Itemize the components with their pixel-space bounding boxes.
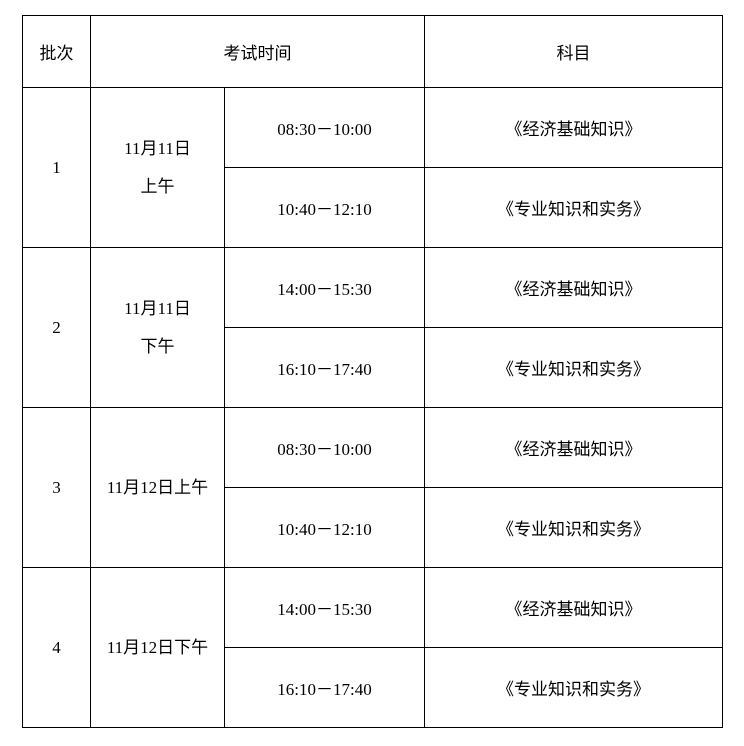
header-exam-time: 考试时间: [91, 16, 425, 88]
session-line2: 下午: [91, 328, 224, 365]
table-row: 2 11月11日 下午 14:00－15:30 《经济基础知识》: [23, 248, 723, 328]
table-row: 3 11月12日上午 08:30－10:00 《经济基础知识》: [23, 408, 723, 488]
session-line1: 11月12日下午: [91, 629, 224, 666]
session-line1: 11月12日上午: [91, 469, 224, 506]
cell-time: 14:00－15:30: [225, 248, 425, 328]
cell-subject: 《经济基础知识》: [425, 88, 723, 168]
cell-time: 08:30－10:00: [225, 88, 425, 168]
table-row: 1 11月11日 上午 08:30－10:00 《经济基础知识》: [23, 88, 723, 168]
cell-subject: 《经济基础知识》: [425, 408, 723, 488]
cell-subject: 《专业知识和实务》: [425, 648, 723, 728]
header-subject: 科目: [425, 16, 723, 88]
exam-schedule-table: 批次 考试时间 科目 1 11月11日 上午 08:30－10:00 《经济基础…: [22, 15, 723, 728]
cell-subject: 《经济基础知识》: [425, 568, 723, 648]
cell-time: 16:10－17:40: [225, 648, 425, 728]
table-row: 4 11月12日下午 14:00－15:30 《经济基础知识》: [23, 568, 723, 648]
table-body: 批次 考试时间 科目 1 11月11日 上午 08:30－10:00 《经济基础…: [23, 16, 723, 728]
cell-subject: 《专业知识和实务》: [425, 488, 723, 568]
cell-session: 11月12日下午: [91, 568, 225, 728]
table-header-row: 批次 考试时间 科目: [23, 16, 723, 88]
cell-subject: 《专业知识和实务》: [425, 328, 723, 408]
cell-time: 10:40－12:10: [225, 168, 425, 248]
cell-batch: 1: [23, 88, 91, 248]
session-line2: 上午: [91, 168, 224, 205]
cell-batch: 4: [23, 568, 91, 728]
cell-time: 14:00－15:30: [225, 568, 425, 648]
cell-subject: 《经济基础知识》: [425, 248, 723, 328]
session-line1: 11月11日: [91, 290, 224, 327]
cell-time: 16:10－17:40: [225, 328, 425, 408]
session-line1: 11月11日: [91, 130, 224, 167]
cell-batch: 3: [23, 408, 91, 568]
cell-subject: 《专业知识和实务》: [425, 168, 723, 248]
cell-time: 10:40－12:10: [225, 488, 425, 568]
cell-session: 11月11日 下午: [91, 248, 225, 408]
cell-session: 11月11日 上午: [91, 88, 225, 248]
cell-session: 11月12日上午: [91, 408, 225, 568]
cell-time: 08:30－10:00: [225, 408, 425, 488]
header-batch: 批次: [23, 16, 91, 88]
cell-batch: 2: [23, 248, 91, 408]
